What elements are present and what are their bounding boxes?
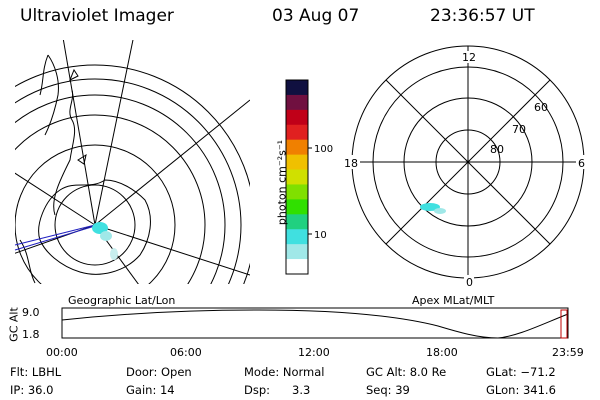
colorbar-band xyxy=(286,154,308,171)
meridian-line xyxy=(94,224,250,276)
mlt-line xyxy=(385,79,551,245)
lat-circle xyxy=(54,184,136,266)
colorbar-band xyxy=(286,244,308,260)
colorbar-band xyxy=(286,139,308,156)
auroral-emission xyxy=(420,203,446,214)
glon-info: GLon: 341.6 xyxy=(486,383,556,397)
altitude-xtick: 23:59 xyxy=(552,346,584,359)
mlat-label: 70 xyxy=(512,123,526,136)
coastline xyxy=(19,239,36,284)
lat-circle xyxy=(15,144,176,284)
apex-mlat-mlt-map: 12 18 6 0 60 70 80 xyxy=(342,45,588,289)
altitude-xtick: 00:00 xyxy=(46,346,78,359)
mlat-label: 60 xyxy=(534,101,548,114)
geographic-map xyxy=(14,40,250,284)
altitude-ylabel: GC Alt xyxy=(7,307,21,342)
gc-alt-info: GC Alt: 8.0 Re xyxy=(366,365,447,379)
colorbar-unit-label: photon cm⁻²s⁻¹ xyxy=(275,139,289,226)
date-label: 03 Aug 07 xyxy=(272,6,360,26)
altitude-xtick: 06:00 xyxy=(170,346,202,359)
colorbar-band xyxy=(286,124,308,141)
instrument-title: Ultraviolet Imager xyxy=(20,6,174,26)
door-info: Door: Open xyxy=(126,365,192,379)
colorbar-band xyxy=(286,80,308,96)
altitude-ytick: 1.8 xyxy=(22,328,40,341)
dsp-value: 3.3 xyxy=(292,383,311,397)
lat-circle xyxy=(15,114,206,284)
coastline xyxy=(77,153,87,165)
colorbar-tick: 10 xyxy=(314,230,327,241)
mode-info: Mode: Normal xyxy=(244,365,325,379)
lat-circle xyxy=(15,64,250,284)
mlt-label-right: 6 xyxy=(578,157,585,170)
mlt-label-bottom: 0 xyxy=(466,276,473,289)
colorbar-band xyxy=(286,184,308,200)
colorbar-band xyxy=(286,229,308,245)
colorbar-tick: 100 xyxy=(314,144,333,155)
apex-caption: Apex MLat/MLT xyxy=(412,294,495,307)
coastline xyxy=(53,89,76,216)
mlt-label-left: 18 xyxy=(344,157,358,170)
meridian-line xyxy=(15,172,96,226)
colorbar-band xyxy=(286,214,308,230)
meridian-line xyxy=(94,40,134,226)
mlt-label-top: 12 xyxy=(462,51,476,64)
coastline xyxy=(69,68,79,82)
seq-info: Seq: 39 xyxy=(366,383,410,397)
colorbar-band xyxy=(286,199,308,215)
meridian-line xyxy=(62,40,96,226)
colorbar-band xyxy=(286,169,308,185)
altitude-plot xyxy=(61,307,569,339)
current-time-marker xyxy=(560,309,568,339)
altitude-xtick: 18:00 xyxy=(426,346,458,359)
sun-line xyxy=(14,224,96,246)
colorbar-band xyxy=(286,109,308,126)
geographic-caption: Geographic Lat/Lon xyxy=(68,294,176,307)
mlat-label: 80 xyxy=(490,143,504,156)
time-label: 23:36:57 UT xyxy=(430,6,535,26)
dsp-label: Dsp: xyxy=(244,383,271,397)
lat-circle xyxy=(15,78,242,284)
meridian-line xyxy=(94,99,250,226)
ip-info: IP: 36.0 xyxy=(10,383,54,397)
filter-info: Flt: LBHL xyxy=(10,365,62,379)
auroral-emission xyxy=(92,222,118,260)
altitude-curve xyxy=(61,309,569,339)
colorbar-band xyxy=(286,259,308,275)
altitude-xtick: 12:00 xyxy=(298,346,330,359)
gain-info: Gain: 14 xyxy=(126,383,175,397)
colorbar: 100 10 xyxy=(285,79,333,275)
coastline xyxy=(39,54,59,136)
sun-line xyxy=(14,225,96,251)
altitude-ytick: 9.0 xyxy=(22,306,40,319)
coastline xyxy=(38,179,151,275)
glat-info: GLat: −71.2 xyxy=(486,365,556,379)
colorbar-band xyxy=(286,94,308,111)
lat-circle xyxy=(15,94,226,284)
